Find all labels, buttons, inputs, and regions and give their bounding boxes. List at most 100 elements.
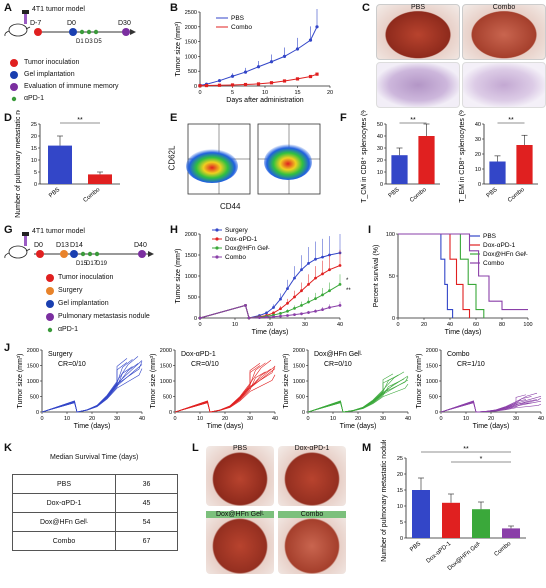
x-axis-label: Days after administration: [226, 97, 304, 104]
tumor-curve: [174, 365, 276, 413]
panel-c: C PBS Combo: [362, 0, 546, 110]
significance-marker: *: [480, 456, 483, 463]
y-tick-label: 500: [429, 395, 438, 401]
bar-chart-d: 0 5 10 15 20 25 Number of pulmonary metastatic…: [15, 90, 120, 218]
category-label: PBS: [486, 187, 499, 199]
significance-marker: **: [508, 117, 514, 124]
legend-item: Gel implantation: [58, 300, 109, 307]
group-name: Surgery: [48, 351, 73, 358]
panel-label: H: [170, 224, 178, 236]
tumor-curve: [174, 368, 272, 413]
x-axis-label: Time (days): [445, 329, 482, 336]
category-label: Combo: [409, 187, 428, 204]
x-axis-label: Time (days): [473, 423, 510, 430]
histology-image-pbs: [376, 62, 460, 108]
panel-label: F: [340, 112, 347, 124]
y-tick-label: 1500: [293, 364, 305, 370]
data-point: [307, 311, 310, 314]
x-tick-label: 20: [421, 322, 427, 328]
timeline-dot: [34, 28, 42, 36]
y-tick-label: 1500: [160, 364, 172, 370]
survival-curve: [398, 233, 528, 311]
y-tick-label: 2500: [185, 10, 197, 16]
timeline-dot: [36, 250, 44, 258]
x-tick-label: 15: [294, 90, 300, 96]
panel-g: G 4T1 tumor model D0 D13 D14 D15 D17 D19…: [0, 222, 160, 342]
y-tick-label: 30: [475, 137, 481, 143]
data-point: [308, 38, 313, 42]
lung-photo-combo: Combo: [462, 4, 546, 60]
panel-label: M: [362, 442, 372, 454]
legend-item: Evaluation of immune memory: [24, 83, 119, 90]
significance-marker: **: [410, 117, 416, 124]
legend-marker: [215, 246, 219, 250]
category-label: PBS: [388, 187, 401, 199]
x-tick-label: 30: [513, 416, 519, 422]
tumor-curve: [41, 364, 143, 413]
panel-label: I: [368, 224, 372, 236]
legend-marker: [215, 255, 219, 259]
x-tick-label: 20: [222, 416, 228, 422]
tumor-growth-chart-h: 0 500 1000 1500 2000 0 10 20 30 40 Time (days) Tumo…: [175, 227, 351, 336]
y-tick-label: 50: [389, 274, 395, 280]
y-tick-label: 100: [386, 232, 395, 238]
tumor-curve: [41, 361, 143, 413]
y-axis-label: Tumor size (mm³): [17, 354, 24, 409]
x-tick-label: 40: [405, 416, 411, 422]
legend-label: Dox@HFn Gelᴸ: [483, 251, 528, 258]
data-point: [314, 257, 317, 261]
legend-label: Combo: [231, 24, 252, 31]
y-tick-label: 0: [194, 84, 197, 90]
data-point: [265, 315, 268, 319]
schematic-title: 4T1 tumor model: [32, 6, 85, 13]
y-axis-label: Number of pulmonary metastatic nodules: [15, 110, 22, 218]
photo-label: Combo: [492, 4, 516, 11]
data-point: [243, 82, 248, 87]
data-point: [328, 253, 331, 257]
axis-label: CD44: [220, 202, 241, 211]
y-tick-label: 0: [169, 410, 172, 416]
data-point: [230, 83, 235, 87]
data-point: [300, 289, 303, 293]
x-tick-label: 40: [538, 416, 544, 422]
legend-item: Surgery: [58, 287, 83, 294]
bar: [391, 155, 408, 184]
bar: [412, 490, 430, 538]
panel-label: A: [4, 2, 12, 14]
y-axis-label: Tumor size (mm³): [283, 354, 290, 409]
lung-photo-pbs: PBS: [376, 4, 460, 60]
axis-label: CD62L: [167, 145, 177, 171]
significance-marker: *: [346, 278, 349, 284]
tumor-curve: [307, 383, 409, 413]
table-cell: Dox-αPD-1: [12, 493, 116, 513]
x-tick-label: 10: [330, 416, 336, 422]
timeline-label: D14: [70, 242, 83, 249]
legend-label: PBS: [231, 15, 245, 22]
data-point: [307, 262, 310, 265]
flow-plot-combo: [257, 123, 321, 195]
y-tick-label: 1000: [293, 379, 305, 385]
data-point: [256, 82, 261, 86]
survival-curve: [398, 233, 485, 318]
tumor-curve: [440, 401, 542, 413]
data-point: [198, 84, 202, 88]
photo-label: Combo: [278, 511, 346, 518]
data-point: [282, 54, 287, 59]
data-point: [244, 304, 247, 307]
x-tick-label: 0: [439, 416, 442, 422]
data-point: [198, 316, 202, 320]
bar: [88, 174, 112, 184]
significance-marker: **: [77, 117, 83, 124]
table-cell: 67: [115, 531, 178, 551]
x-tick-label: 40: [447, 322, 453, 328]
timeline-dot: [93, 29, 99, 35]
timeline-dot: [138, 250, 146, 258]
timeline-dot: [122, 28, 130, 36]
y-axis-label: Tumor size (mm³): [175, 249, 182, 304]
data-point: [328, 306, 331, 309]
y-tick-label: 40: [377, 134, 383, 140]
data-point: [269, 60, 274, 64]
y-tick-label: 40: [475, 122, 481, 128]
x-tick-label: 30: [380, 416, 386, 422]
category-label: Dox-αPD-1: [426, 541, 453, 565]
